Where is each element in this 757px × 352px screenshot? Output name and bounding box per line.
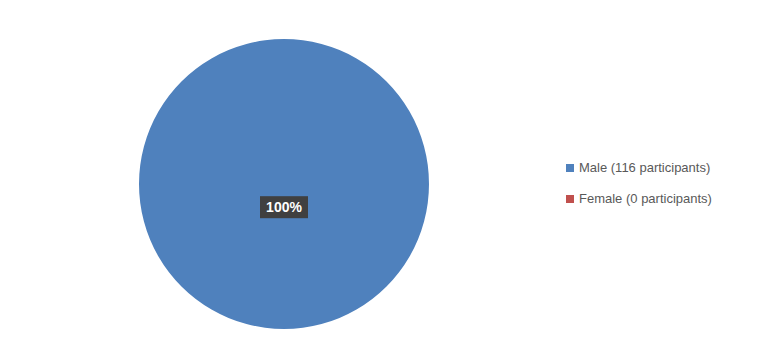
html-text:Male (116 participants): Male (116 participants) (579, 160, 711, 175)
svg-text:100%: 100% (266, 199, 302, 215)
html-text:Female (0 participants): Female (0 participants) (579, 191, 712, 206)
